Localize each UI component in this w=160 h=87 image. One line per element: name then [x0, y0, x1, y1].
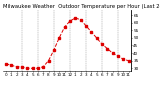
Text: Milwaukee Weather  Outdoor Temperature per Hour (Last 24 Hours): Milwaukee Weather Outdoor Temperature pe…	[3, 4, 160, 9]
